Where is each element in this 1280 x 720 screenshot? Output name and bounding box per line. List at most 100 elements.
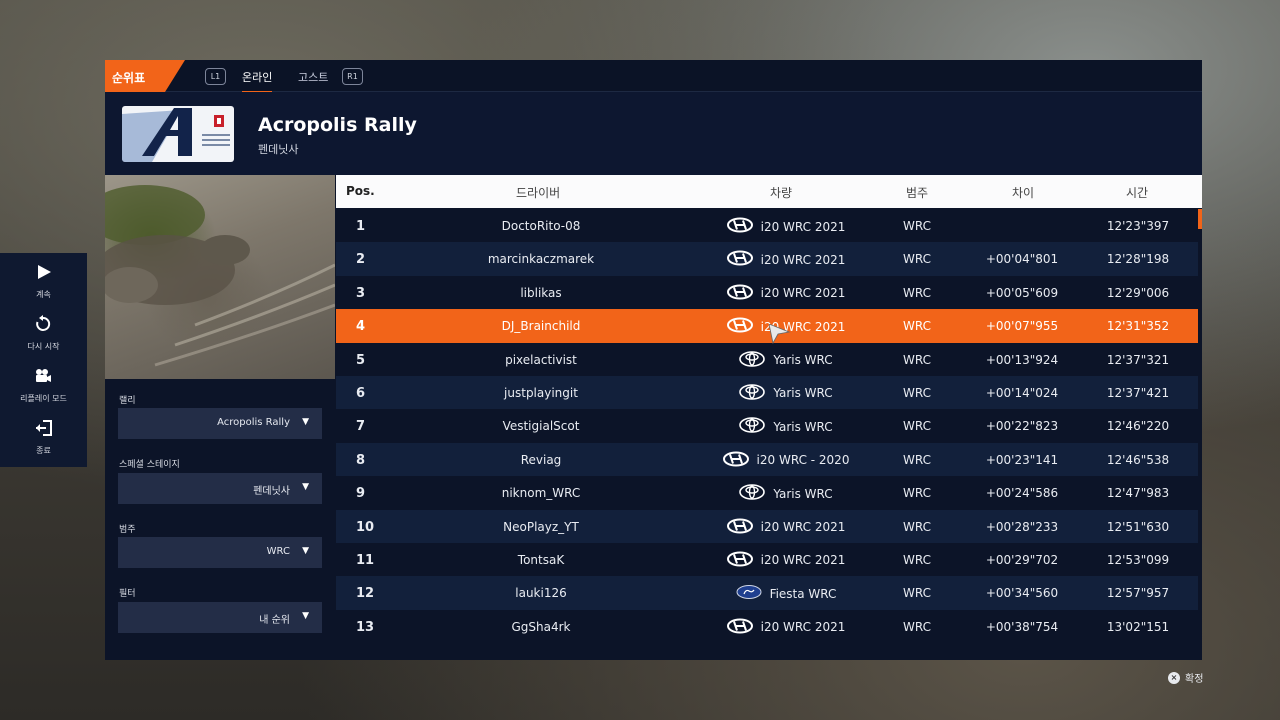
row-class: WRC: [903, 419, 931, 434]
row-car: Fiesta WRC: [716, 584, 856, 603]
table-row[interactable]: 10 NeoPlayz_YT i20 WRC 2021 WRC +00'28"233 12…: [336, 509, 1198, 543]
hyundai-logo-icon: [722, 451, 749, 470]
toyota-logo-icon: [739, 417, 766, 436]
row-car-name: Yaris WRC: [773, 486, 833, 501]
table-row[interactable]: 12 lauki126 Fiesta WRC WRC +00'34"560 12'57"9…: [336, 576, 1198, 610]
restart-label: 다시 시작: [27, 342, 60, 351]
hyundai-logo-icon: [726, 250, 753, 269]
table-row[interactable]: 9 niknom_WRC Yaris WRC WRC +00'24"586 12'47"9…: [336, 476, 1198, 510]
restart-button[interactable]: 다시 시작: [27, 311, 60, 363]
row-driver: lauki126: [515, 586, 567, 601]
row-car-name: i20 WRC 2021: [760, 252, 846, 267]
stage-select[interactable]: 펜데닛사 ▼: [118, 473, 322, 504]
header-class: 범주: [906, 186, 929, 200]
row-gap: +00'05"609: [985, 285, 1059, 300]
row-class: WRC: [903, 519, 931, 534]
table-row[interactable]: 6 justplayingit Yaris WRC WRC +00'14"024 12'3…: [336, 375, 1198, 410]
row-car: Yaris WRC: [716, 350, 856, 370]
table-body: 1 DoctoRito-08 i20 WRC 2021 WRC 12'23"397 2 ma…: [336, 209, 1198, 644]
hyundai-logo-icon: [726, 618, 753, 637]
row-position: 1: [356, 219, 366, 234]
row-car: i20 WRC 2021: [716, 518, 856, 537]
table-row[interactable]: 2 marcinkaczmarek i20 WRC 2021 WRC +00'04"80…: [336, 242, 1198, 276]
leaderboard-table: Pos. 드라이버 차량 범주 차이 시간 1 DoctoRito-08 i20 W…: [336, 175, 1202, 660]
row-gap: +00'13"924: [985, 352, 1059, 367]
l1-button-icon[interactable]: L1: [205, 68, 226, 85]
stage-preview-image: [105, 175, 335, 379]
acropolis-rally-logo: [122, 106, 234, 162]
row-driver: liblikas: [520, 285, 562, 300]
table-row[interactable]: 11 TontsaK i20 WRC 2021 WRC +00'29"702 12'53"…: [336, 542, 1198, 577]
header-gap: 차이: [1012, 186, 1035, 200]
row-driver: niknom_WRC: [501, 486, 581, 501]
row-driver: pixelactivist: [505, 352, 577, 367]
row-gap: +00'24"586: [985, 486, 1059, 501]
table-row[interactable]: 7 VestigialScot Yaris WRC WRC +00'22"823 12'4…: [336, 409, 1198, 443]
header-driver: 드라이버: [516, 186, 561, 200]
row-position: 9: [356, 486, 366, 502]
row-position: 13: [356, 619, 375, 635]
row-class: WRC: [903, 252, 931, 267]
row-position: 3: [356, 285, 366, 301]
filters-panel: 랠리 Acropolis Rally ▼ 스페셜 스테이지 펜데닛사 ▼ 범주 …: [105, 379, 335, 660]
row-class: WRC: [903, 385, 931, 400]
tab-online[interactable]: 온라인: [242, 71, 273, 94]
row-time: 12'37"321: [1106, 352, 1170, 367]
table-row[interactable]: 13 GgSha4rk i20 WRC 2021 WRC +00'38"754 13'02…: [336, 609, 1198, 644]
row-driver: Reviag: [520, 452, 562, 467]
table-row[interactable]: 8 Reviag i20 WRC - 2020 WRC +00'23"141 12'46"…: [336, 442, 1198, 477]
row-time: 12'28"198: [1106, 252, 1170, 267]
row-car-name: i20 WRC - 2020: [756, 453, 850, 468]
row-class: WRC: [903, 452, 931, 467]
scrollbar-thumb[interactable]: [1198, 209, 1202, 229]
filter-select[interactable]: 내 순위 ▼: [118, 602, 322, 633]
row-position: 11: [356, 552, 375, 568]
row-position: 4: [356, 319, 366, 335]
row-gap: +00'29"702: [985, 552, 1059, 567]
table-row[interactable]: 5 pixelactivist Yaris WRC WRC +00'13"924 12'3…: [336, 342, 1198, 376]
row-gap: +00'23"141: [985, 452, 1059, 467]
exit-icon: [35, 415, 53, 441]
confirm-hint[interactable]: × 확정: [1168, 670, 1203, 685]
exit-label: 종료: [36, 446, 51, 455]
dropdown-arrow-icon: ▼: [302, 417, 309, 427]
dropdown-arrow-icon: ▼: [302, 546, 309, 556]
row-car-name: Yaris WRC: [773, 386, 833, 401]
row-class: WRC: [903, 352, 931, 367]
row-time: 12'31"352: [1106, 319, 1170, 334]
rally-header: Acropolis Rally 펜데닛사: [105, 92, 1202, 175]
dropdown-arrow-icon: ▼: [302, 482, 309, 492]
replay-mode-label: 리플레이 모드: [20, 394, 67, 403]
row-position: 8: [356, 452, 366, 468]
row-car: i20 WRC 2021: [716, 284, 856, 303]
table-row[interactable]: 3 liblikas i20 WRC 2021 WRC +00'05"609 12'29"…: [336, 275, 1198, 310]
dropdown-arrow-icon: ▼: [302, 611, 309, 621]
row-time: 12'53"099: [1106, 552, 1170, 567]
tab-ghost[interactable]: 고스트: [298, 71, 329, 84]
filter-select-value: 내 순위: [259, 615, 290, 626]
row-car-name: i20 WRC 2021: [760, 520, 846, 535]
row-driver: DoctoRito-08: [501, 219, 581, 233]
row-class: WRC: [903, 619, 931, 634]
class-select[interactable]: WRC ▼: [118, 537, 322, 568]
row-position: 7: [356, 419, 366, 435]
exit-button[interactable]: 종료: [35, 415, 53, 467]
scrollbar-track[interactable]: [1198, 209, 1202, 660]
stage-filter-label: 스페셜 스테이지: [119, 460, 180, 470]
r1-button-icon[interactable]: R1: [342, 68, 363, 85]
row-car: i20 WRC 2021: [716, 551, 856, 570]
row-class: WRC: [903, 319, 931, 334]
row-gap: +00'38"754: [985, 619, 1059, 634]
row-car: Yaris WRC: [716, 417, 856, 436]
row-car: i20 WRC 2021: [716, 217, 856, 236]
header-car: 차량: [770, 186, 793, 200]
toyota-logo-icon: [739, 484, 766, 503]
replay-mode-button[interactable]: 리플레이 모드: [20, 363, 67, 415]
table-row[interactable]: 4 DJ_Brainchild i20 WRC 2021 WRC +00'07"955 1…: [336, 309, 1198, 343]
rally-name: Acropolis Rally: [258, 114, 417, 136]
row-car-name: i20 WRC 2021: [760, 219, 846, 234]
continue-button[interactable]: 계속: [36, 259, 52, 311]
rally-select[interactable]: Acropolis Rally ▼: [118, 408, 322, 439]
leaderboard-panel: 순위표 L1 온라인 고스트 R1 Acropolis Rally 펜데닛사: [105, 60, 1202, 660]
table-row[interactable]: 1 DoctoRito-08 i20 WRC 2021 WRC 12'23"397: [336, 209, 1198, 243]
